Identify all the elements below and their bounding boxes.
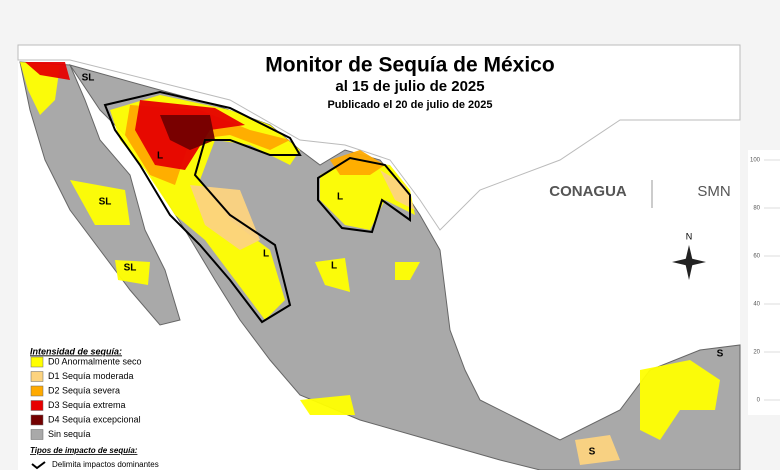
legend-swatch xyxy=(30,356,44,368)
region-label: L xyxy=(331,261,337,272)
side-tick-label: 40 xyxy=(753,302,760,308)
logo-conagua: CONAGUA xyxy=(549,183,627,200)
drought-area xyxy=(115,260,150,285)
drought-area xyxy=(70,180,130,225)
region-label: SL xyxy=(99,197,112,208)
drought-area xyxy=(380,170,415,210)
legend-label: D4 Sequía excepcional xyxy=(48,414,141,424)
region-label: S xyxy=(717,349,724,360)
drought-area xyxy=(315,258,350,292)
legend-label: Sin sequía xyxy=(48,429,91,439)
drought-area xyxy=(330,150,385,175)
legend-swatch xyxy=(30,400,44,411)
region-label: L xyxy=(337,192,343,203)
drought-area xyxy=(25,62,70,80)
published: Publicado el 20 de julio de 2025 xyxy=(327,99,492,111)
legend-swatch xyxy=(30,371,44,382)
region-label: L xyxy=(157,151,163,162)
legend-label: D3 Sequía extrema xyxy=(48,400,126,410)
legend-swatch xyxy=(30,429,44,440)
legend-title: Intensidad de sequía: xyxy=(30,346,122,356)
legend-swatch xyxy=(30,414,44,426)
side-tick-label: 100 xyxy=(750,158,761,164)
drought-area xyxy=(190,185,260,250)
drought-area xyxy=(160,115,215,150)
legend-label: D0 Anormalmente seco xyxy=(48,356,142,366)
impact-outline xyxy=(317,156,411,234)
compass-label: N xyxy=(686,231,693,241)
side-tick-label: 80 xyxy=(753,206,760,212)
region-label: SL xyxy=(82,73,95,84)
side-chart xyxy=(748,150,780,415)
impact-line xyxy=(31,461,46,470)
region-label: L xyxy=(263,249,269,260)
logo-smn: SMN xyxy=(697,183,730,200)
impact-title: Tipos de impacto de sequía: xyxy=(30,446,138,455)
usa-land xyxy=(17,44,741,231)
impact-outline xyxy=(103,90,302,324)
legend-label: D1 Sequía moderada xyxy=(48,371,134,381)
land xyxy=(17,44,741,470)
compass xyxy=(672,245,706,280)
drought-area xyxy=(395,262,420,280)
region-label: SL xyxy=(124,263,137,274)
drought-area xyxy=(575,435,620,465)
region-label: S xyxy=(589,447,596,458)
drought-area xyxy=(300,395,355,415)
legend-swatch xyxy=(30,385,44,397)
legend-box xyxy=(28,343,188,470)
drought-area xyxy=(640,360,720,440)
side-tick-label: 20 xyxy=(753,350,760,356)
title: Monitor de Sequía de México xyxy=(265,54,554,77)
impact-item: Delimita impactos dominantes xyxy=(52,460,159,469)
side-tick-label: 0 xyxy=(757,398,761,404)
subtitle: al 15 de julio de 2025 xyxy=(335,78,484,95)
side-tick-label: 60 xyxy=(753,254,760,260)
legend-label: D2 Sequía severa xyxy=(48,385,120,395)
